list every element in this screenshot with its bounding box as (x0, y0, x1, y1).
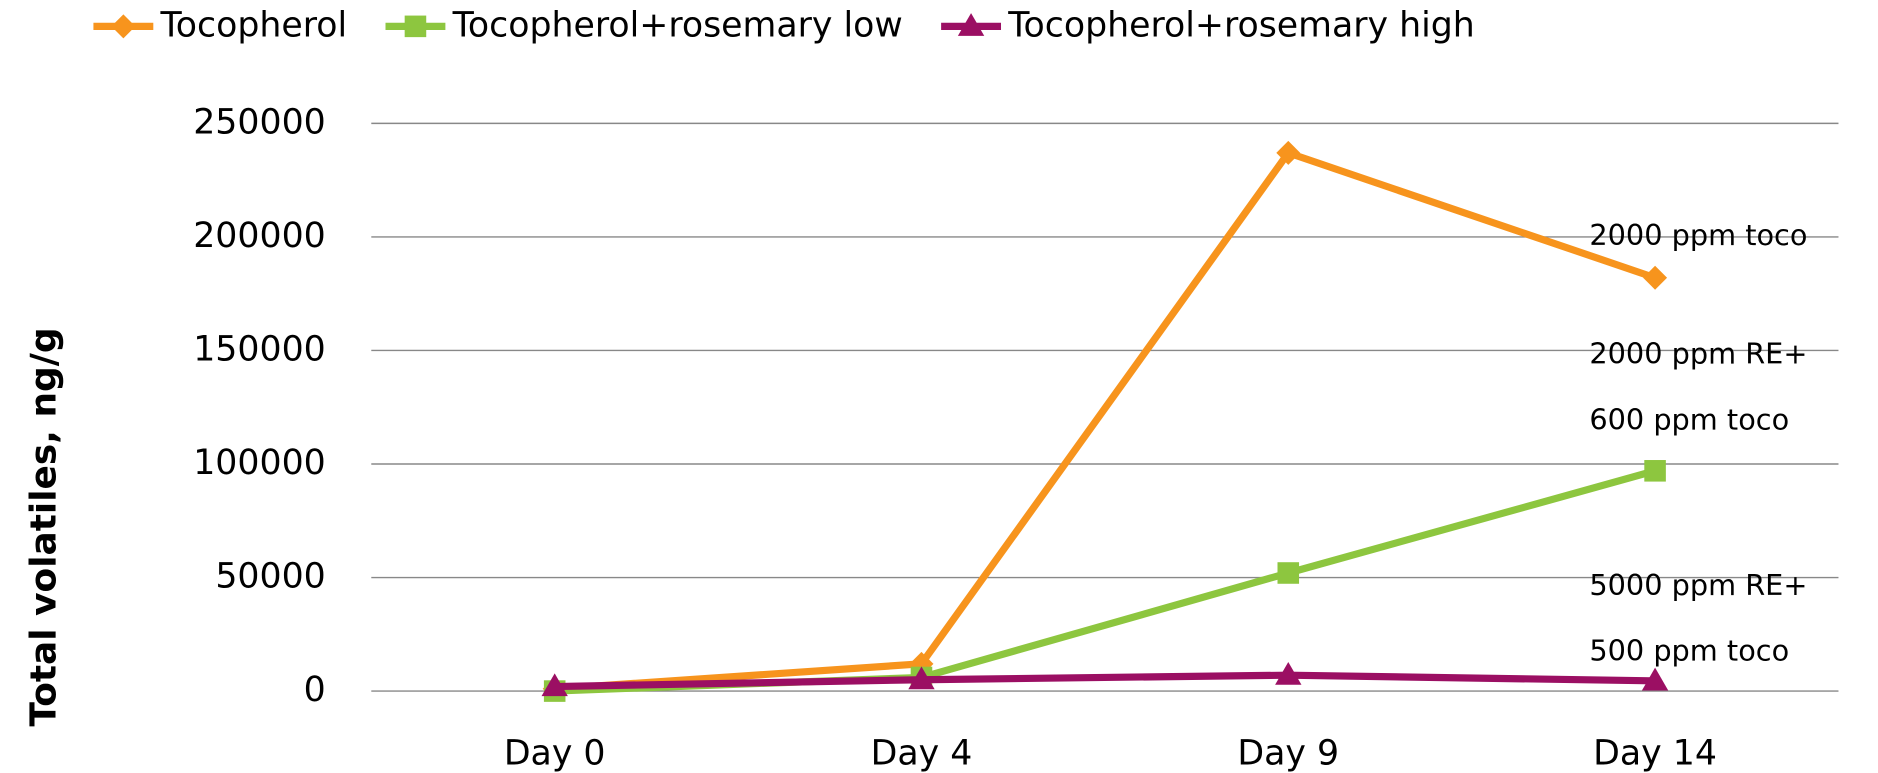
legend-label: Tocopherol+rosemary high (1007, 5, 1475, 45)
series-line (554, 671, 1656, 691)
x-tick-label: Day 0 (504, 734, 606, 773)
annotation: 5000 ppm RE+ (1589, 568, 1807, 602)
legend-label: Tocopherol (159, 5, 347, 45)
data-point (1643, 265, 1668, 290)
data-point (1275, 662, 1302, 685)
y-tick-label: 250000 (193, 102, 326, 142)
data-point (1641, 667, 1669, 691)
y-tick-label: 200000 (193, 216, 326, 256)
y-tick-label: 150000 (193, 329, 326, 369)
series-line (554, 467, 1657, 695)
data-point (1644, 460, 1666, 482)
x-tick-label: Day 4 (871, 734, 973, 773)
legend-marker (404, 15, 427, 38)
data-point (1277, 562, 1300, 584)
legend-marker (111, 14, 136, 39)
data-point (541, 673, 568, 697)
annotation: 2000 ppm toco (1589, 218, 1807, 252)
data-point (908, 666, 935, 690)
y-axis-title: Total volatiles, ng/g (24, 327, 65, 726)
y-tick-label: 100000 (193, 443, 326, 483)
annotation: 2000 ppm RE+ (1589, 337, 1807, 371)
y-tick-label: 0 (304, 670, 326, 710)
annotation: 500 ppm toco (1589, 634, 1789, 668)
legend-label: Tocopherol+rosemary low (452, 5, 903, 45)
annotation: 600 ppm toco (1589, 403, 1789, 437)
series-line (554, 149, 1657, 693)
y-tick-label: 50000 (215, 557, 325, 597)
x-tick-label: Day 14 (1593, 734, 1717, 773)
x-tick-label: Day 9 (1237, 734, 1339, 773)
legend-marker (957, 13, 985, 36)
